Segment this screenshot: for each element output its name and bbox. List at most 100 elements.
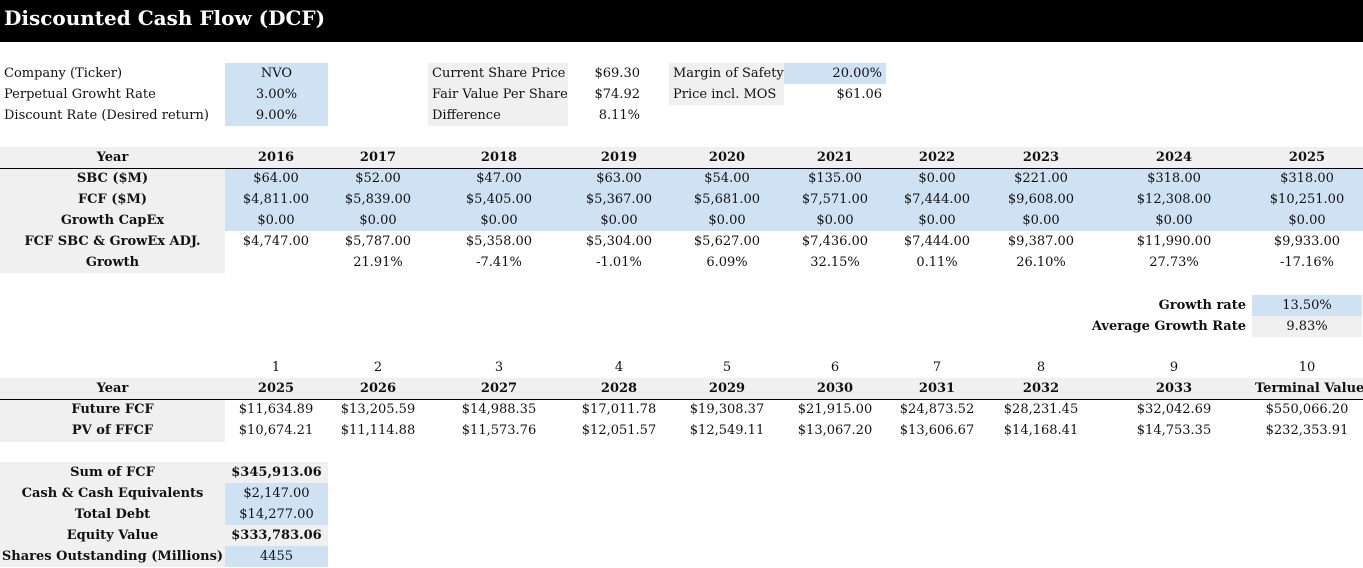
future-fcf-cell[interactable]: $28,231.45 [1003, 402, 1079, 417]
growth-rate-value[interactable]: 13.50% [1252, 295, 1362, 316]
hist-cell[interactable]: $7,436.00 [801, 234, 869, 249]
pv-ffcf-cell[interactable]: $12,051.57 [581, 423, 657, 438]
future-fcf-cell[interactable]: $32,042.69 [1136, 402, 1212, 417]
hist-cell[interactable]: $0.00 [480, 213, 518, 228]
pv-ffcf-cell[interactable]: $11,114.88 [340, 423, 416, 438]
pmos-value[interactable]: $61.06 [836, 87, 883, 102]
hist-cell[interactable]: 26.10% [1016, 255, 1066, 270]
hist-cell[interactable]: $5,358.00 [465, 234, 533, 249]
summary-value[interactable]: $2,147.00 [225, 483, 328, 504]
hist-cell[interactable]: $5,304.00 [585, 234, 653, 249]
pv-ffcf-cell[interactable]: $13,606.67 [899, 423, 975, 438]
hist-cell[interactable]: $5,787.00 [344, 234, 412, 249]
future-fcf-cell[interactable]: $21,915.00 [797, 402, 873, 417]
hist-cell[interactable]: -1.01% [596, 255, 642, 270]
future-fcf-cell[interactable]: $17,011.78 [581, 402, 657, 417]
pv-ffcf-cell[interactable]: $14,753.35 [1136, 423, 1212, 438]
summary-value[interactable]: $333,783.06 [225, 525, 328, 546]
csp-value[interactable]: $69.30 [594, 66, 641, 81]
summary-value[interactable]: $14,277.00 [225, 504, 328, 525]
hist-cell[interactable]: $9,933.00 [1273, 234, 1341, 249]
pv-ffcf-cell[interactable]: $12,549.11 [689, 423, 765, 438]
avg-growth-label: Average Growth Rate [1091, 319, 1246, 334]
hist-cell[interactable]: $63.00 [596, 171, 642, 186]
hist-cell[interactable]: $4,811.00 [242, 192, 310, 207]
pmos-label: Price incl. MOS [669, 84, 784, 105]
hist-cell[interactable]: $0.00 [1022, 213, 1060, 228]
pv-ffcf-cell[interactable]: $232,353.91 [1265, 423, 1349, 438]
proj-period-index: 10 [1298, 360, 1316, 375]
hist-cell[interactable]: $9,387.00 [1007, 234, 1075, 249]
future-fcf-cell[interactable]: $14,988.35 [461, 402, 537, 417]
dr-value-cell[interactable]: 9.00% [225, 105, 328, 126]
pv-ffcf-cell[interactable]: $10,674.21 [238, 423, 314, 438]
diff-value[interactable]: 8.11% [598, 108, 640, 123]
hist-cell[interactable]: $5,839.00 [344, 192, 412, 207]
hist-cell[interactable]: -7.41% [476, 255, 522, 270]
diff-label: Difference [428, 105, 568, 126]
company-value-cell[interactable]: NVO [225, 63, 328, 84]
hist-cell[interactable]: $7,444.00 [903, 234, 971, 249]
hist-cell[interactable]: $0.00 [918, 213, 956, 228]
hist-cell[interactable]: $0.00 [1288, 213, 1326, 228]
future-fcf-cell[interactable]: $11,634.89 [238, 402, 314, 417]
avg-growth-value[interactable]: 9.83% [1252, 316, 1362, 337]
hist-cell[interactable]: -17.16% [1280, 255, 1334, 270]
hist-cell[interactable]: $318.00 [1147, 171, 1201, 186]
summary-label: Equity Value [0, 525, 225, 546]
fv-value[interactable]: $74.92 [594, 87, 641, 102]
hist-cell[interactable]: $47.00 [476, 171, 522, 186]
hist-cell[interactable]: 0.11% [916, 255, 958, 270]
hist-cell[interactable]: $5,681.00 [693, 192, 761, 207]
hist-cell[interactable]: $9,608.00 [1007, 192, 1075, 207]
future-fcf-cell[interactable]: $13,205.59 [340, 402, 416, 417]
future-fcf-cell[interactable]: $19,308.37 [689, 402, 765, 417]
proj-year-header: 2027 [480, 381, 518, 396]
hist-cell[interactable]: $0.00 [600, 213, 638, 228]
hist-cell[interactable]: 27.73% [1149, 255, 1199, 270]
hist-cell[interactable]: $0.00 [816, 213, 854, 228]
hist-cell[interactable]: $221.00 [1014, 171, 1068, 186]
pv-ffcf-cell[interactable]: $11,573.76 [461, 423, 537, 438]
hist-cell[interactable]: $135.00 [808, 171, 862, 186]
future-fcf-cell[interactable]: $550,066.20 [1265, 402, 1349, 417]
hist-cell[interactable]: $4,747.00 [242, 234, 310, 249]
proj-year-header: 2032 [1022, 381, 1060, 396]
hist-row-label: FCF SBC & GrowEx ADJ. [24, 234, 201, 249]
summary-value[interactable]: $345,913.06 [225, 462, 328, 483]
csp-label: Current Share Price [428, 63, 568, 84]
pv-ffcf-cell[interactable]: $14,168.41 [1003, 423, 1079, 438]
hist-cell[interactable]: $0.00 [708, 213, 746, 228]
pgr-value-cell[interactable]: 3.00% [225, 84, 328, 105]
hist-cell[interactable]: $64.00 [253, 171, 299, 186]
hist-cell[interactable]: $318.00 [1280, 171, 1334, 186]
hist-row-label: Growth CapEx [60, 213, 165, 228]
hist-cell[interactable]: $5,627.00 [693, 234, 761, 249]
mos-label: Margin of Safety [669, 63, 784, 84]
summary-label: Total Debt [0, 504, 225, 525]
hist-cell[interactable]: $11,990.00 [1136, 234, 1212, 249]
hist-cell[interactable]: $12,308.00 [1136, 192, 1212, 207]
hist-cell[interactable]: $5,367.00 [585, 192, 653, 207]
hist-cell[interactable]: $7,571.00 [801, 192, 869, 207]
hist-cell[interactable]: $54.00 [704, 171, 750, 186]
hist-cell[interactable]: 21.91% [353, 255, 403, 270]
hist-cell[interactable]: $0.00 [257, 213, 295, 228]
hist-cell[interactable]: $0.00 [918, 171, 956, 186]
summary-label: Cash & Cash Equivalents [0, 483, 225, 504]
summary-value[interactable]: 4455 [225, 546, 328, 567]
mos-value-cell[interactable]: 20.00% [784, 63, 886, 84]
pv-ffcf-cell[interactable]: $13,067.20 [797, 423, 873, 438]
hist-cell[interactable]: $5,405.00 [465, 192, 533, 207]
hist-cell[interactable]: $10,251.00 [1269, 192, 1345, 207]
hist-cell[interactable]: $7,444.00 [903, 192, 971, 207]
future-fcf-label: Future FCF [71, 402, 154, 417]
future-fcf-cell[interactable]: $24,873.52 [899, 402, 975, 417]
hist-cell[interactable]: 32.15% [810, 255, 860, 270]
proj-year-header: Terminal Value [1255, 381, 1363, 396]
hist-cell[interactable]: $52.00 [355, 171, 401, 186]
hist-cell[interactable] [224, 252, 328, 273]
hist-cell[interactable]: $0.00 [359, 213, 397, 228]
hist-cell[interactable]: $0.00 [1155, 213, 1193, 228]
hist-cell[interactable]: 6.09% [706, 255, 748, 270]
